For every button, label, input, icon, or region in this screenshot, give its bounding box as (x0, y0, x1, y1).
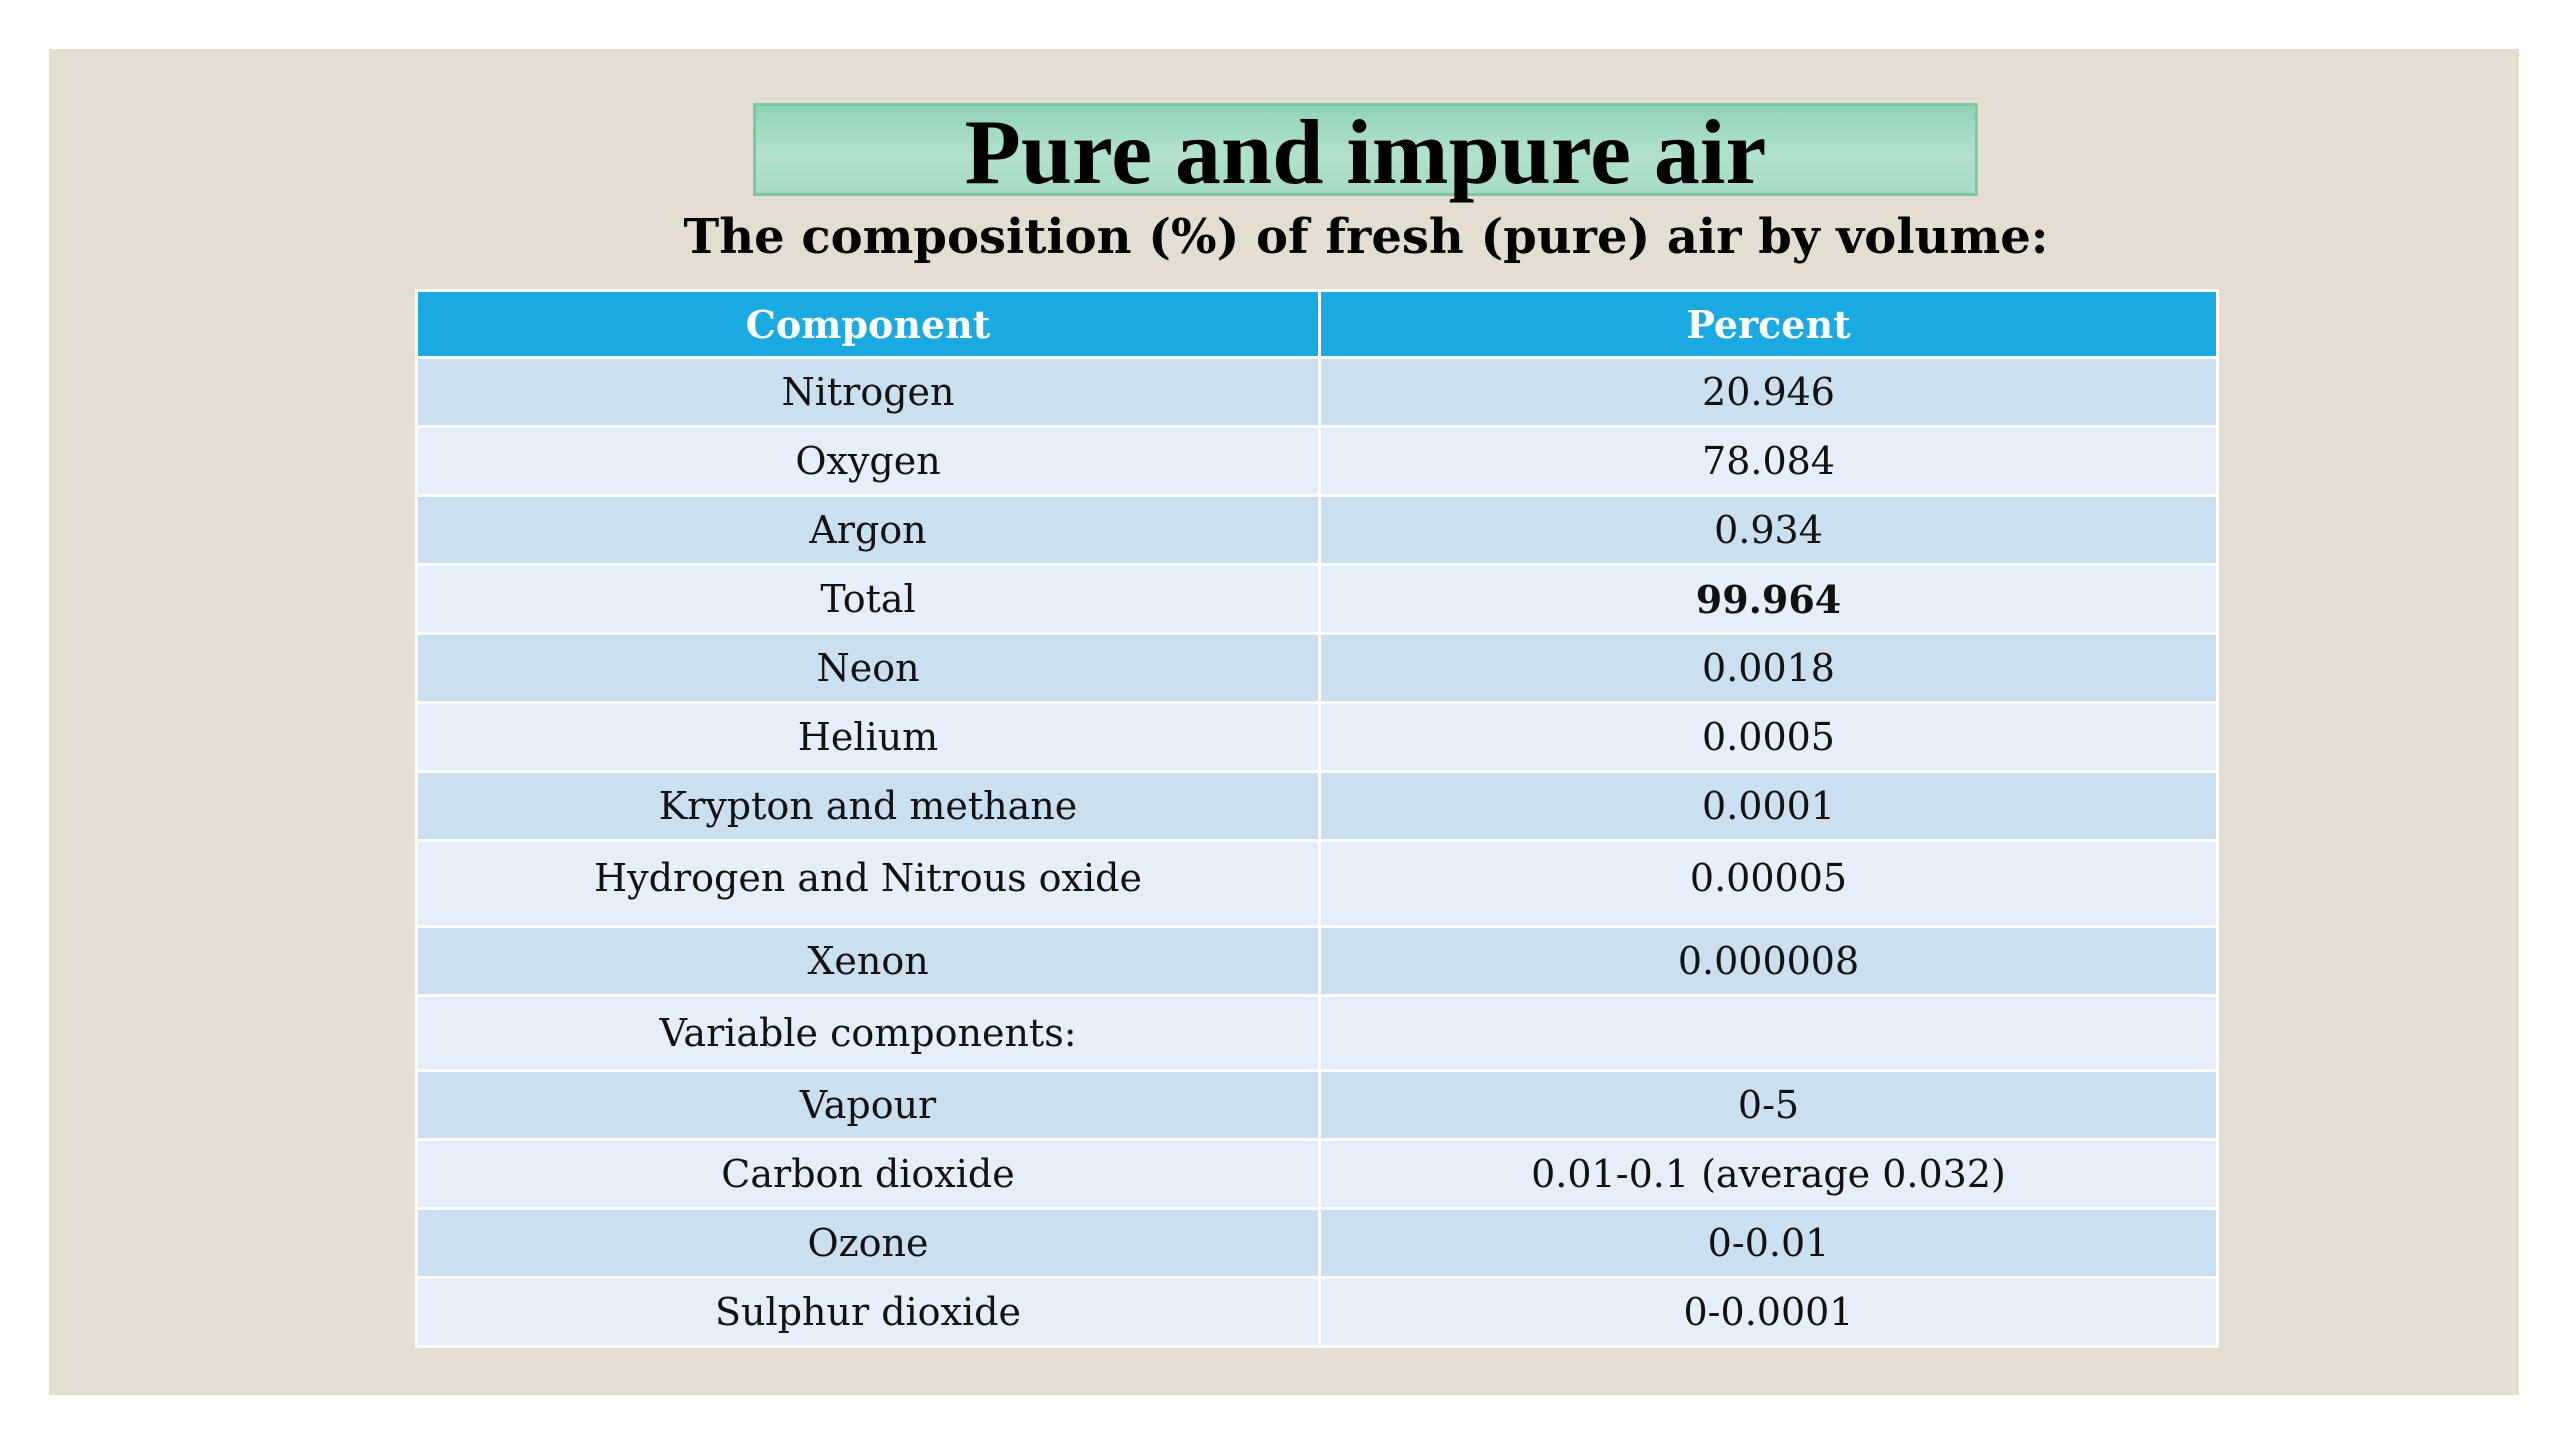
slide: Pure and impure air The composition (%) … (49, 49, 2519, 1395)
column-header-component: Component (415, 289, 1321, 359)
table-row: Nitrogen 20.946 (415, 356, 2219, 428)
percent-cell: 20.946 (1318, 356, 2219, 428)
component-cell: Variable components: (415, 994, 1321, 1072)
table-row: Argon 0.934 (415, 494, 2219, 566)
component-cell: Sulphur dioxide (415, 1276, 1321, 1348)
table-row: Variable components: (415, 994, 2219, 1072)
composition-table: Component Percent Nitrogen 20.946 Oxygen… (415, 289, 2219, 1348)
table-row: Carbon dioxide 0.01-0.1 (average 0.032) (415, 1138, 2219, 1210)
table-row: Krypton and methane 0.0001 (415, 770, 2219, 842)
percent-cell: 0.934 (1318, 494, 2219, 566)
table-row: Oxygen 78.084 (415, 425, 2219, 497)
percent-cell: 0.00005 (1318, 839, 2219, 928)
component-cell: Ozone (415, 1207, 1321, 1279)
percent-cell: 0.000008 (1318, 925, 2219, 997)
percent-cell: 0-0.01 (1318, 1207, 2219, 1279)
table-row: Hydrogen and Nitrous oxide 0.00005 (415, 839, 2219, 928)
page-title: Pure and impure air (964, 100, 1767, 203)
component-cell: Carbon dioxide (415, 1138, 1321, 1210)
percent-cell: 0-0.0001 (1318, 1276, 2219, 1348)
percent-cell: 0-5 (1318, 1069, 2219, 1141)
table-row: Helium 0.0005 (415, 701, 2219, 773)
table-row: Xenon 0.000008 (415, 925, 2219, 997)
table-row: Ozone 0-0.01 (415, 1207, 2219, 1279)
table-row: Vapour 0-5 (415, 1069, 2219, 1141)
component-cell: Nitrogen (415, 356, 1321, 428)
component-cell: Vapour (415, 1069, 1321, 1141)
table-row: Sulphur dioxide 0-0.0001 (415, 1276, 2219, 1348)
percent-cell: 78.084 (1318, 425, 2219, 497)
component-cell: Total (415, 563, 1321, 635)
column-header-percent: Percent (1318, 289, 2219, 359)
component-cell: Hydrogen and Nitrous oxide (415, 839, 1321, 928)
percent-cell: 0.0018 (1318, 632, 2219, 704)
percent-cell: 0.0005 (1318, 701, 2219, 773)
table-row: Total 99.964 (415, 563, 2219, 635)
table-row: Neon 0.0018 (415, 632, 2219, 704)
component-cell: Neon (415, 632, 1321, 704)
percent-cell: 0.01-0.1 (average 0.032) (1318, 1138, 2219, 1210)
component-cell: Xenon (415, 925, 1321, 997)
subtitle: The composition (%) of fresh (pure) air … (683, 209, 2049, 265)
component-cell: Krypton and methane (415, 770, 1321, 842)
table-header-row: Component Percent (415, 289, 2219, 359)
percent-cell (1318, 994, 2219, 1072)
title-box: Pure and impure air (753, 100, 1978, 203)
percent-cell: 0.0001 (1318, 770, 2219, 842)
component-cell: Argon (415, 494, 1321, 566)
total-percent-cell: 99.964 (1318, 563, 2219, 635)
component-cell: Helium (415, 701, 1321, 773)
component-cell: Oxygen (415, 425, 1321, 497)
